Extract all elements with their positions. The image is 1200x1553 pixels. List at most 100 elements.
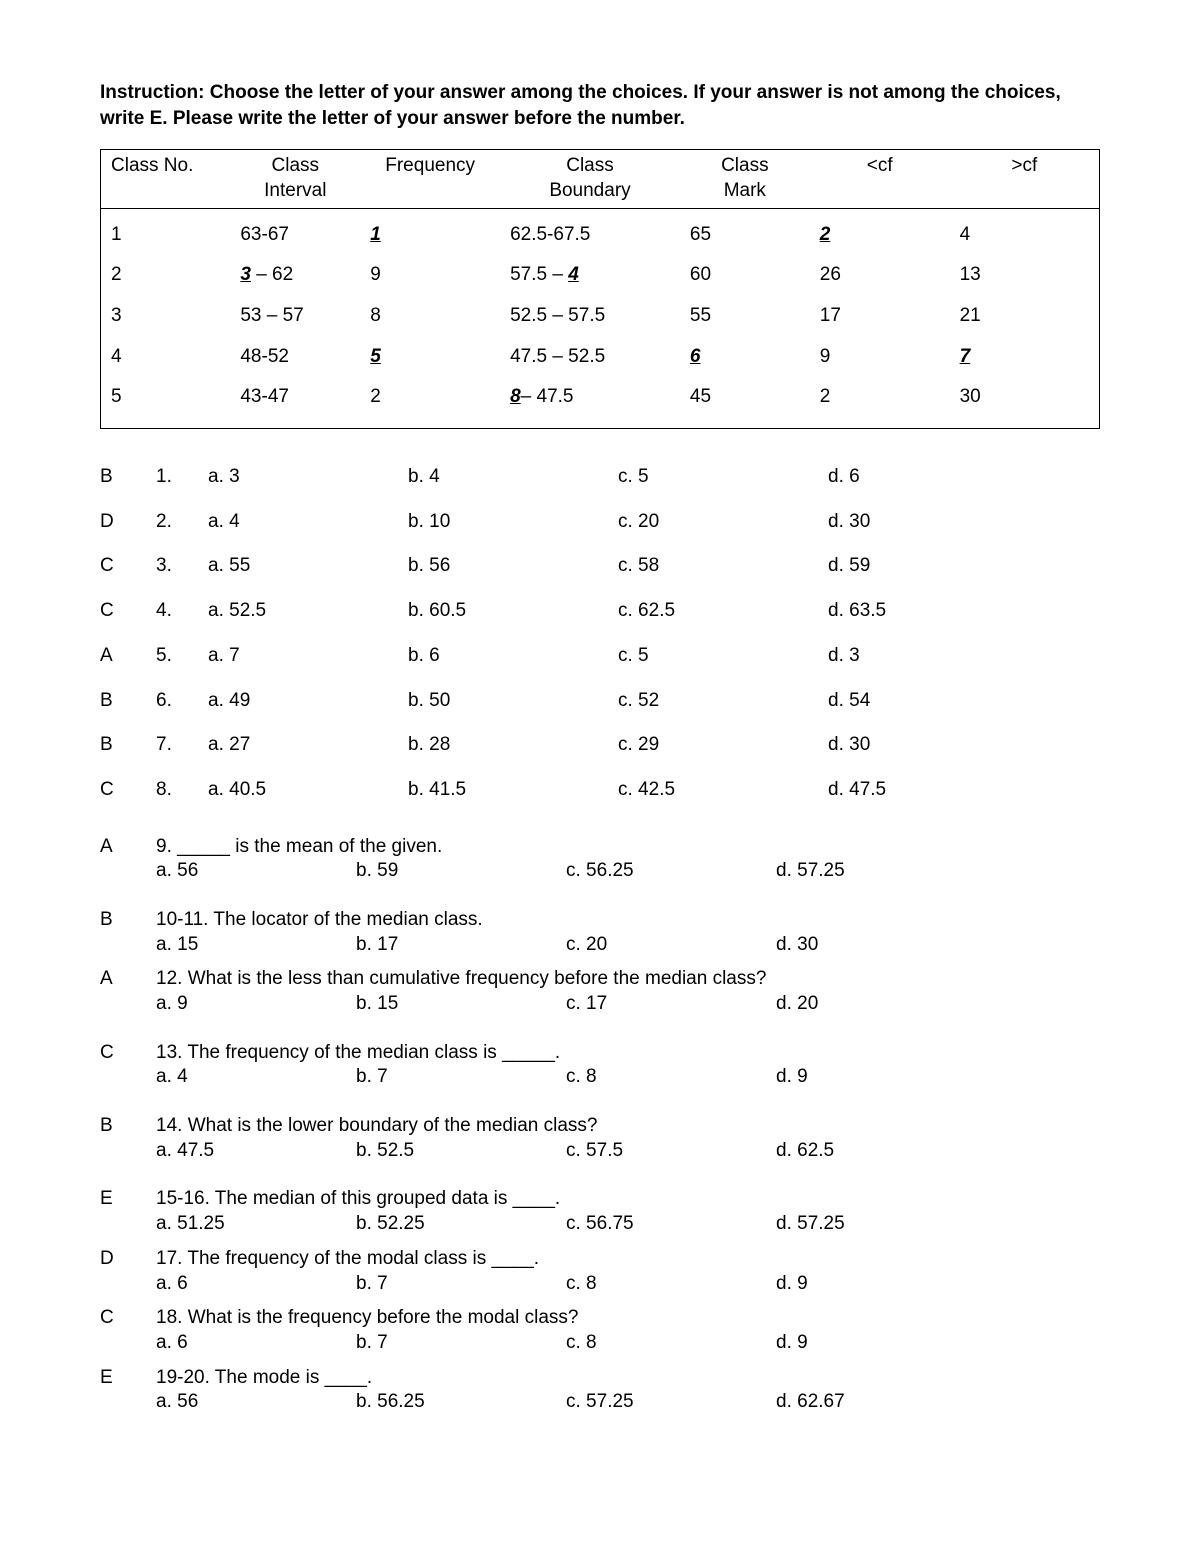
choice-b: b. 10 bbox=[408, 510, 618, 535]
choice-c: c. 57.5 bbox=[566, 1139, 776, 1164]
blank-1: 1 bbox=[370, 224, 381, 245]
table-row: 1 63-67 1 62.5-67.5 65 2 4 bbox=[101, 208, 1100, 255]
choice-c: c. 8 bbox=[566, 1331, 776, 1356]
question-row: D2.a. 4b. 10c. 20d. 30 bbox=[100, 500, 1100, 545]
question-stem: 18. What is the frequency before the mod… bbox=[156, 1306, 1100, 1331]
answer-letter: A bbox=[100, 644, 156, 669]
choice-a: a. 51.25 bbox=[156, 1212, 356, 1237]
table-row: 5 43-47 2 8– 47.5 45 2 30 bbox=[101, 377, 1100, 428]
choice-b: b. 52.5 bbox=[356, 1139, 566, 1164]
question-number: 6. bbox=[156, 689, 208, 714]
choice-a: a. 47.5 bbox=[156, 1139, 356, 1164]
choice-b: b. 52.25 bbox=[356, 1212, 566, 1237]
question-number: 3. bbox=[156, 554, 208, 579]
question-block: D17. The frequency of the modal class is… bbox=[100, 1239, 1100, 1298]
question-row: C4.a. 52.5b. 60.5c. 62.5d. 63.5 bbox=[100, 589, 1100, 634]
choice-c: c. 5 bbox=[618, 465, 828, 490]
cell-no: 3 bbox=[101, 296, 231, 337]
cell-interval: 43-47 bbox=[230, 377, 360, 428]
cell-gcf: 21 bbox=[950, 296, 1100, 337]
choice-c: c. 29 bbox=[618, 733, 828, 758]
choice-d: d. 6 bbox=[828, 465, 1100, 490]
choice-d: d. 62.67 bbox=[776, 1390, 1100, 1415]
cell-interval: 48-52 bbox=[230, 337, 360, 378]
choice-b: b. 41.5 bbox=[408, 778, 618, 803]
choice-c: c. 58 bbox=[618, 554, 828, 579]
blank-6: 6 bbox=[690, 346, 701, 367]
answer-letter: B bbox=[100, 465, 156, 490]
question-stem: 14. What is the lower boundary of the me… bbox=[156, 1114, 1100, 1139]
question-number: 8. bbox=[156, 778, 208, 803]
choice-c: c. 62.5 bbox=[618, 599, 828, 624]
answer-letter: D bbox=[100, 510, 156, 535]
choice-c: c. 42.5 bbox=[618, 778, 828, 803]
question-block: E 19-20. The mode is ____.a. 56b. 56.25c… bbox=[100, 1358, 1100, 1417]
cell-interval: 3 – 62 bbox=[230, 255, 360, 296]
cell-no: 1 bbox=[101, 208, 231, 255]
choice-d: d. 30 bbox=[776, 933, 1100, 958]
question-number: 2. bbox=[156, 510, 208, 535]
cell-mark: 65 bbox=[680, 208, 810, 255]
th-class-bound: ClassBoundary bbox=[500, 150, 680, 208]
answer-letter: B bbox=[100, 908, 156, 957]
choice-b: b. 6 bbox=[408, 644, 618, 669]
choice-d: d. 20 bbox=[776, 992, 1100, 1017]
question-stem: 19-20. The mode is ____. bbox=[156, 1366, 1100, 1391]
choice-c: c. 56.25 bbox=[566, 859, 776, 884]
answer-letter: E bbox=[100, 1366, 156, 1415]
choice-d: d. 57.25 bbox=[776, 1212, 1100, 1237]
blank-3: 3 bbox=[240, 264, 251, 285]
answer-letter: B bbox=[100, 733, 156, 758]
cell-mark: 60 bbox=[680, 255, 810, 296]
choice-d: d. 63.5 bbox=[828, 599, 1100, 624]
choice-a: a. 6 bbox=[156, 1272, 356, 1297]
cell-no: 5 bbox=[101, 377, 231, 428]
question-row: C3.a. 55b. 56c. 58d. 59 bbox=[100, 544, 1100, 589]
frequency-table: Class No. ClassInterval Frequency ClassB… bbox=[100, 149, 1100, 429]
blank-5: 5 bbox=[370, 346, 381, 367]
cell-gcf: 13 bbox=[950, 255, 1100, 296]
answer-letter: C bbox=[100, 1306, 156, 1355]
th-lcf: <cf bbox=[810, 150, 950, 208]
choice-c: c. 20 bbox=[566, 933, 776, 958]
cell-bound: 47.5 – 52.5 bbox=[500, 337, 680, 378]
cell-bound: 52.5 – 57.5 bbox=[500, 296, 680, 337]
question-block: C18. What is the frequency before the mo… bbox=[100, 1298, 1100, 1357]
th-class-int: ClassInterval bbox=[230, 150, 360, 208]
cell-lcf: 2 bbox=[810, 377, 950, 428]
choice-d: d. 30 bbox=[828, 733, 1100, 758]
cell-freq: 2 bbox=[360, 377, 500, 428]
choice-d: d. 30 bbox=[828, 510, 1100, 535]
question-stem: 10-11. The locator of the median class. bbox=[156, 908, 1100, 933]
question-stem: 15-16. The median of this grouped data i… bbox=[156, 1187, 1100, 1212]
question-stem: 12. What is the less than cumulative fre… bbox=[156, 967, 1100, 992]
cell-lcf: 26 bbox=[810, 255, 950, 296]
choice-c: c. 5 bbox=[618, 644, 828, 669]
question-stem: 13. The frequency of the median class is… bbox=[156, 1041, 1100, 1066]
cell-mark: 6 bbox=[680, 337, 810, 378]
answer-letter: C bbox=[100, 1041, 156, 1090]
choice-d: d. 57.25 bbox=[776, 859, 1100, 884]
choice-d: d. 3 bbox=[828, 644, 1100, 669]
choice-b: b. 50 bbox=[408, 689, 618, 714]
choice-d: d. 62.5 bbox=[776, 1139, 1100, 1164]
cell-freq: 8 bbox=[360, 296, 500, 337]
choice-c: c. 52 bbox=[618, 689, 828, 714]
blank-7: 7 bbox=[960, 346, 971, 367]
th-class-mark: ClassMark bbox=[680, 150, 810, 208]
question-stem: 9. _____ is the mean of the given. bbox=[156, 835, 1100, 860]
blank-4: 4 bbox=[568, 264, 579, 285]
question-block: E15-16. The median of this grouped data … bbox=[100, 1179, 1100, 1238]
answer-letter: C bbox=[100, 599, 156, 624]
question-stem: 17. The frequency of the modal class is … bbox=[156, 1247, 1100, 1272]
table-row: 4 48-52 5 47.5 – 52.5 6 9 7 bbox=[101, 337, 1100, 378]
choice-b: b. 28 bbox=[408, 733, 618, 758]
question-block: A9. _____ is the mean of the given.a. 56… bbox=[100, 827, 1100, 886]
cell-freq: 1 bbox=[360, 208, 500, 255]
choice-d: d. 9 bbox=[776, 1331, 1100, 1356]
choice-a: a. 3 bbox=[208, 465, 408, 490]
cell-no: 2 bbox=[101, 255, 231, 296]
choice-a: a. 55 bbox=[208, 554, 408, 579]
choice-b: b. 56 bbox=[408, 554, 618, 579]
choice-d: d. 9 bbox=[776, 1065, 1100, 1090]
